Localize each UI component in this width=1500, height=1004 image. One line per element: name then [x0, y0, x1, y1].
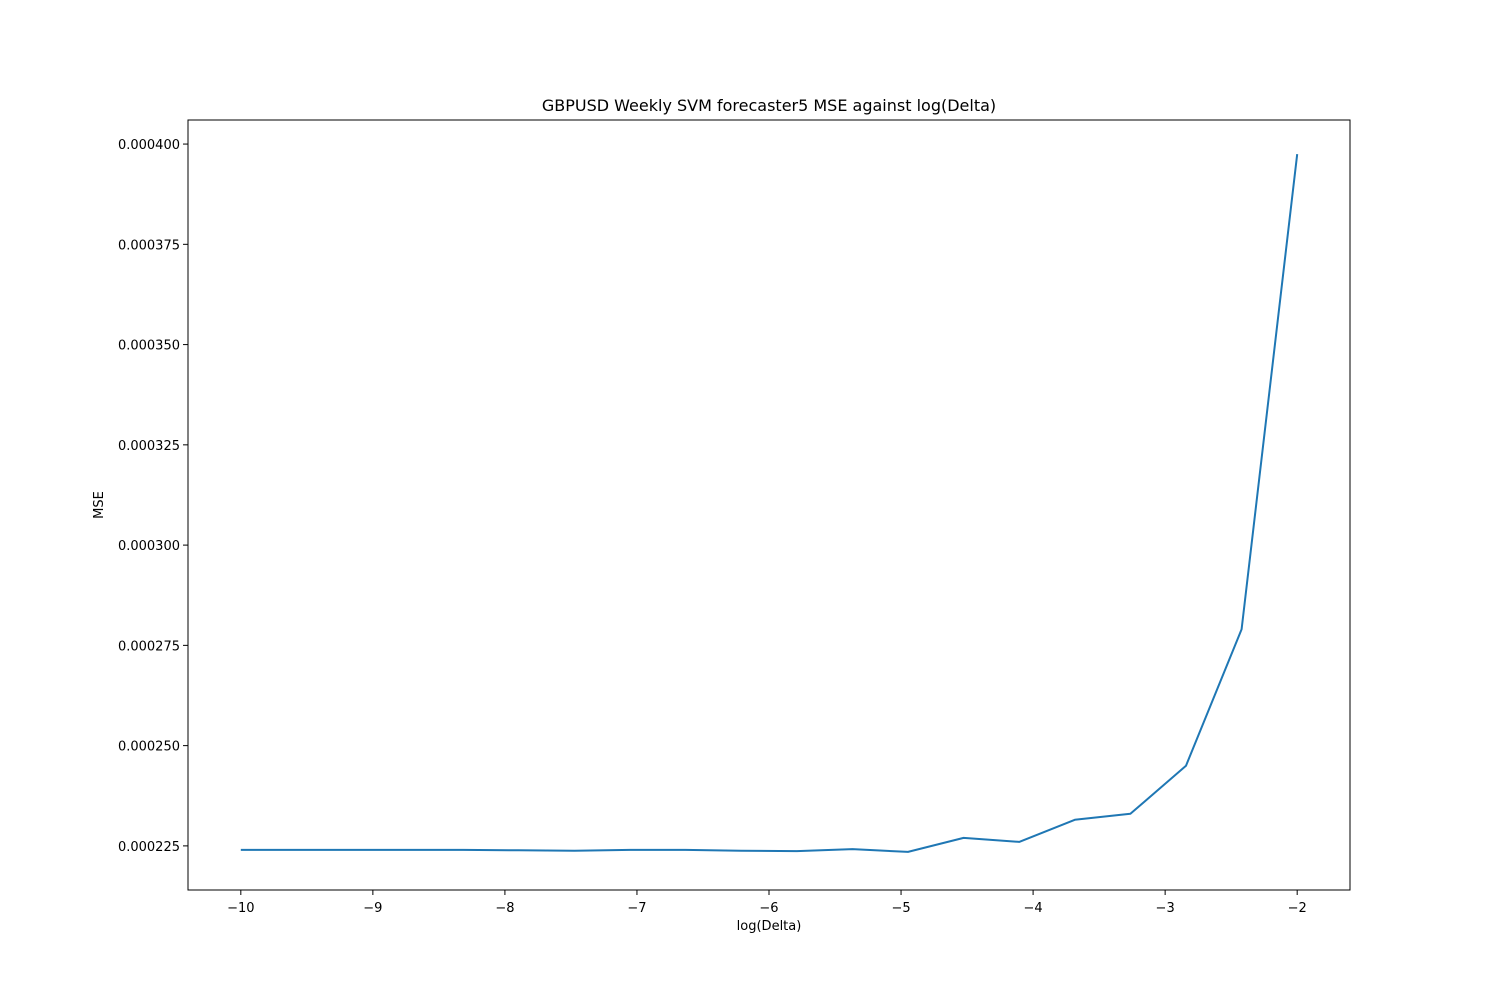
- x-tick-label: −9: [363, 901, 382, 916]
- x-tick-label: −4: [1024, 901, 1043, 916]
- x-tick-label: −10: [227, 901, 254, 916]
- x-tick-label: −3: [1156, 901, 1175, 916]
- y-tick-label: 0.000375: [118, 238, 180, 253]
- y-tick-label: 0.000275: [118, 639, 180, 654]
- x-tick-label: −8: [495, 901, 514, 916]
- y-tick-label: 0.000400: [118, 138, 180, 153]
- y-tick-label: 0.000250: [118, 740, 180, 755]
- x-tick-label: −6: [759, 901, 778, 916]
- y-tick-label: 0.000300: [118, 539, 180, 554]
- x-tick-label: −2: [1288, 901, 1307, 916]
- x-tick-label: −5: [891, 901, 910, 916]
- chart-title: GBPUSD Weekly SVM forecaster5 MSE agains…: [542, 96, 996, 115]
- x-axis-label: log(Delta): [737, 919, 802, 934]
- y-tick-label: 0.000325: [118, 439, 180, 454]
- x-tick-label: −7: [627, 901, 646, 916]
- y-tick-label: 0.000350: [118, 339, 180, 354]
- y-tick-label: 0.000225: [118, 840, 180, 855]
- y-axis-label: MSE: [92, 491, 107, 519]
